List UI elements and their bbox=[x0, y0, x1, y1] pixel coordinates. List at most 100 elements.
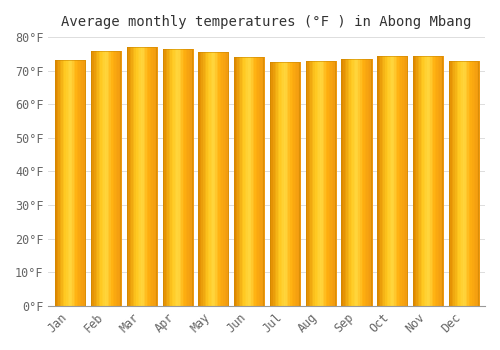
Bar bbox=[91, 51, 93, 306]
Bar bbox=[162, 49, 164, 306]
Bar bbox=[250, 57, 252, 306]
Bar bbox=[216, 52, 217, 306]
Bar bbox=[164, 49, 166, 306]
Bar bbox=[202, 52, 203, 306]
Bar bbox=[156, 47, 158, 306]
Bar bbox=[189, 49, 190, 306]
Bar bbox=[184, 49, 186, 306]
Bar bbox=[299, 62, 301, 306]
Bar bbox=[398, 56, 399, 306]
Bar bbox=[320, 61, 322, 306]
Bar bbox=[130, 47, 132, 306]
Bar bbox=[112, 51, 114, 306]
Bar bbox=[63, 60, 64, 306]
Bar bbox=[358, 59, 360, 306]
Bar bbox=[60, 60, 62, 306]
Bar bbox=[280, 62, 282, 306]
Bar bbox=[206, 52, 208, 306]
Bar bbox=[434, 56, 436, 306]
Bar bbox=[209, 52, 211, 306]
Bar bbox=[152, 47, 154, 306]
Bar bbox=[464, 61, 466, 306]
Bar bbox=[346, 59, 348, 306]
Bar bbox=[360, 59, 362, 306]
Bar bbox=[370, 59, 371, 306]
Bar bbox=[404, 56, 406, 306]
Bar bbox=[274, 62, 276, 306]
Bar bbox=[324, 61, 326, 306]
Bar bbox=[58, 60, 60, 306]
Bar bbox=[287, 62, 288, 306]
Bar bbox=[252, 57, 254, 306]
Bar bbox=[226, 52, 228, 306]
Bar bbox=[402, 56, 404, 306]
Bar bbox=[98, 51, 100, 306]
Bar bbox=[162, 49, 192, 306]
Bar bbox=[419, 56, 421, 306]
Bar bbox=[424, 56, 426, 306]
Bar bbox=[396, 56, 398, 306]
Bar bbox=[292, 62, 294, 306]
Bar bbox=[364, 59, 366, 306]
Bar bbox=[203, 52, 205, 306]
Bar bbox=[114, 51, 116, 306]
Bar bbox=[469, 61, 471, 306]
Bar bbox=[342, 59, 371, 306]
Bar bbox=[181, 49, 183, 306]
Bar bbox=[332, 61, 334, 306]
Bar bbox=[139, 47, 141, 306]
Bar bbox=[92, 51, 94, 306]
Bar bbox=[458, 61, 460, 306]
Bar bbox=[421, 56, 422, 306]
Bar bbox=[134, 47, 136, 306]
Bar bbox=[352, 59, 354, 306]
Bar bbox=[190, 49, 192, 306]
Bar bbox=[314, 61, 315, 306]
Bar bbox=[240, 57, 242, 306]
Bar bbox=[150, 47, 152, 306]
Bar bbox=[432, 56, 434, 306]
Bar bbox=[126, 47, 128, 306]
Bar bbox=[224, 52, 226, 306]
Bar bbox=[328, 61, 329, 306]
Bar bbox=[366, 59, 368, 306]
Bar bbox=[441, 56, 442, 306]
Bar bbox=[200, 52, 202, 306]
Bar bbox=[94, 51, 96, 306]
Bar bbox=[273, 62, 275, 306]
Bar bbox=[310, 61, 312, 306]
Bar bbox=[406, 56, 408, 306]
Bar bbox=[133, 47, 134, 306]
Bar bbox=[154, 47, 156, 306]
Bar bbox=[170, 49, 172, 306]
Bar bbox=[68, 60, 70, 306]
Bar bbox=[97, 51, 99, 306]
Bar bbox=[315, 61, 317, 306]
Bar bbox=[384, 56, 386, 306]
Bar bbox=[391, 56, 393, 306]
Bar bbox=[198, 52, 228, 306]
Bar bbox=[298, 62, 300, 306]
Bar bbox=[357, 59, 359, 306]
Bar bbox=[362, 59, 364, 306]
Bar bbox=[77, 60, 78, 306]
Bar bbox=[368, 59, 370, 306]
Bar bbox=[218, 52, 220, 306]
Bar bbox=[452, 61, 454, 306]
Bar bbox=[476, 61, 478, 306]
Bar bbox=[470, 61, 472, 306]
Bar bbox=[413, 56, 415, 306]
Bar bbox=[272, 62, 274, 306]
Bar bbox=[55, 60, 57, 306]
Bar bbox=[228, 52, 230, 306]
Bar bbox=[237, 57, 239, 306]
Bar bbox=[180, 49, 182, 306]
Bar bbox=[454, 61, 456, 306]
Bar bbox=[288, 62, 290, 306]
Bar bbox=[80, 60, 82, 306]
Bar bbox=[405, 56, 407, 306]
Bar bbox=[84, 60, 86, 306]
Bar bbox=[83, 60, 85, 306]
Bar bbox=[363, 59, 365, 306]
Bar bbox=[430, 56, 432, 306]
